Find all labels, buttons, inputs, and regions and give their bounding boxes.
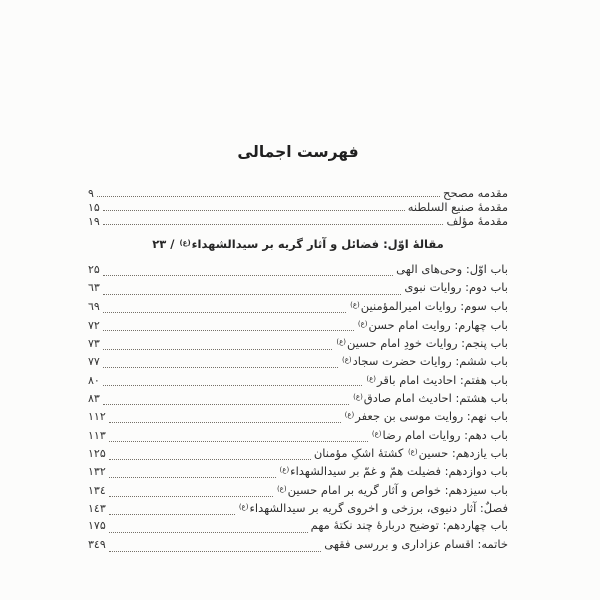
alayhis-salam-icon: (ع) (336, 337, 346, 346)
alayhis-salam-icon: (ع) (344, 411, 355, 420)
alayhis-salam-icon: (ع) (357, 319, 368, 328)
toc-entry-title: باب نهم: روایت موسی بن جعفر(ع) (344, 409, 508, 424)
toc-entry: باب چهاردهم: توضیح دربارۀ چند نکتۀ مهم ۱۷… (88, 518, 508, 536)
dotted-leader (108, 440, 368, 442)
toc-entry-page-number: ۱۵ (88, 201, 100, 215)
dotted-leader (102, 384, 363, 387)
alayhis-salam-icon: (ع) (238, 503, 249, 512)
toc-entry-title: باب سوم: روایات امیرالمؤمنین(ع) (350, 299, 508, 314)
page-title: فهرست اجمالی (237, 143, 359, 161)
toc-entry: فصلٌ: آثار دنیوی، برزخی و اخروی گریه بر … (88, 500, 508, 518)
toc-entry: باب یازدهم: حسین(ع) کشتۀ اشکِ مؤمنان ۱۲۵ (88, 445, 508, 463)
toc-entry-title: باب ششم: روایات حضرت سجاد(ع) (342, 354, 508, 369)
toc-entry: باب هشتم: احادیث امام صادق(ع) ۸۳ (88, 390, 508, 408)
toc-entry-page-number: ۱۱۲ (88, 410, 106, 424)
toc-entry-title: مقدمۀ مؤلف (446, 214, 508, 229)
alayhis-salam-icon: (ع) (342, 356, 352, 365)
toc-entry-title: مقدمۀ صنیع السلطنه (407, 200, 508, 215)
dotted-leader (102, 366, 338, 369)
toc-entry-page-number: ۱٤۳ (88, 502, 106, 516)
alayhis-salam-icon: (ع) (407, 448, 418, 456)
toc-entry: باب دهم: روایات امام رضا(ع) ۱۱۳ (88, 427, 508, 445)
toc-entry-page-number: ۷۲ (88, 318, 100, 332)
dotted-leader (102, 329, 354, 332)
toc-entry-page-number: ٦۳ (88, 280, 100, 294)
toc-entry-title: باب پنجم: روایات خودِ امام حسین(ع) (336, 335, 508, 350)
dotted-leader (102, 403, 350, 405)
toc-entry-page-number: ۳٤۹ (88, 537, 106, 551)
front-matter-list: مقدمه مصحح ۹ مقدمۀ صنیع السلطنه ۱۵ مقدمۀ مؤل… (88, 186, 508, 229)
toc-entry: باب دوم: روایات نبوی ٦۳ (88, 280, 508, 298)
toc-entry-title: مقدمه مصحح (443, 186, 508, 200)
toc-entry-page-number: ۱۲۵ (88, 447, 106, 460)
dotted-leader (108, 550, 322, 552)
toc-entry-title: باب سیزدهم: خواص و آثار گریه بر امام حسی… (276, 482, 508, 497)
toc-entry-title: باب چهارم: روایت امام حسن(ع) (357, 317, 508, 332)
dotted-leader (96, 195, 441, 197)
toc-entry-page-number: ۱۳۲ (88, 465, 106, 479)
dotted-leader (108, 513, 235, 515)
toc-entry-page-number: ۲۵ (88, 262, 100, 276)
dotted-leader (108, 495, 273, 497)
toc-entry-title: فصلٌ: آثار دنیوی، برزخی و اخروی گریه بر … (238, 501, 508, 516)
toc-entry-title: باب دوم: روایات نبوی (404, 279, 508, 294)
toc-entry-title: خاتمه: اقسام عزاداری و بررسی فقهی (324, 536, 508, 551)
toc-entry-page-number: ۸۳ (88, 391, 100, 405)
toc-entry: باب نهم: روایت موسی بن جعفر(ع) ۱۱۲ (88, 408, 508, 426)
toc-entry: باب اوّل: وحی‌های الهی ۲۵ (88, 262, 508, 280)
dotted-leader (102, 311, 347, 314)
toc-entry-title: باب اوّل: وحی‌های الهی (396, 261, 508, 276)
toc-entry: باب هفتم: احادیث امام باقر(ع) ۸۰ (88, 372, 508, 390)
chapter-list: باب اوّل: وحی‌های الهی ۲۵ باب دوم: روایات … (88, 262, 508, 556)
alayhis-salam-icon: (ع) (350, 301, 360, 310)
toc-entry: باب دوازدهم: فضیلت همّ و غمّ بر سیدالشهد… (88, 463, 508, 481)
alayhis-salam-icon: (ع) (353, 392, 363, 401)
toc-entry: مقدمه مصحح ۹ (88, 186, 508, 200)
toc-entry-title: باب هفتم: احادیث امام باقر(ع) (366, 372, 508, 387)
toc-entry: مقدمۀ صنیع السلطنه ۱۵ (88, 200, 508, 214)
dotted-leader (108, 458, 311, 460)
dotted-leader (102, 223, 444, 226)
toc-entry-title: باب هشتم: احادیث امام صادق(ع) (353, 390, 508, 405)
toc-entry-page-number: ۷۷ (88, 355, 100, 369)
toc-entry-page-number: ٦۹ (88, 300, 100, 314)
toc-entry: باب سیزدهم: خواص و آثار گریه بر امام حسی… (88, 482, 508, 500)
toc-entry-page-number: ۱۱۳ (88, 428, 106, 442)
section-heading: مقالۀ اوّل: فضائل و آثار گریه بر سیدالشه… (152, 236, 444, 251)
toc-entry-title: باب دوازدهم: فضیلت همّ و غمّ بر سیدالشهد… (279, 464, 508, 479)
alayhis-salam-icon: (ع) (276, 484, 287, 493)
alayhis-salam-icon: (ع) (179, 238, 191, 247)
toc-entry-title: باب چهاردهم: توضیح دربارۀ چند نکتۀ مهم (310, 518, 508, 533)
toc-entry-title: باب دهم: روایات امام رضا(ع) (371, 427, 508, 442)
dotted-leader (102, 274, 394, 277)
toc-entry: باب ششم: روایات حضرت سجاد(ع) ۷۷ (88, 353, 508, 371)
alayhis-salam-icon: (ع) (371, 429, 382, 438)
toc-entry: باب پنجم: روایات خودِ امام حسین(ع) ۷۳ (88, 335, 508, 353)
dotted-leader (102, 348, 333, 350)
toc-entry: خاتمه: اقسام عزاداری و بررسی فقهی ۳٤۹ (88, 537, 508, 555)
dotted-leader (108, 421, 341, 424)
dotted-leader (102, 209, 405, 211)
dotted-leader (108, 476, 276, 479)
dotted-leader (108, 531, 308, 534)
toc-entry-title: باب یازدهم: حسین(ع) کشتۀ اشکِ مؤمنان (313, 446, 508, 460)
toc-entry-page-number: ۷۳ (88, 336, 100, 350)
alayhis-salam-icon: (ع) (279, 466, 290, 475)
toc-entry-page-number: ۱۹ (88, 215, 100, 229)
dotted-leader (102, 293, 402, 295)
toc-entry-page-number: ۸۰ (88, 373, 100, 387)
toc-entry-page-number: ۹ (88, 187, 94, 200)
toc-entry: مقدمۀ مؤلف ۱۹ (88, 214, 508, 228)
toc-entry-page-number: ۱۳٤ (88, 483, 106, 497)
toc-entry: باب سوم: روایات امیرالمؤمنین(ع) ٦۹ (88, 298, 508, 316)
toc-entry: باب چهارم: روایت امام حسن(ع) ۷۲ (88, 317, 508, 335)
alayhis-salam-icon: (ع) (366, 374, 377, 383)
toc-entry-page-number: ۱۷۵ (88, 519, 106, 533)
